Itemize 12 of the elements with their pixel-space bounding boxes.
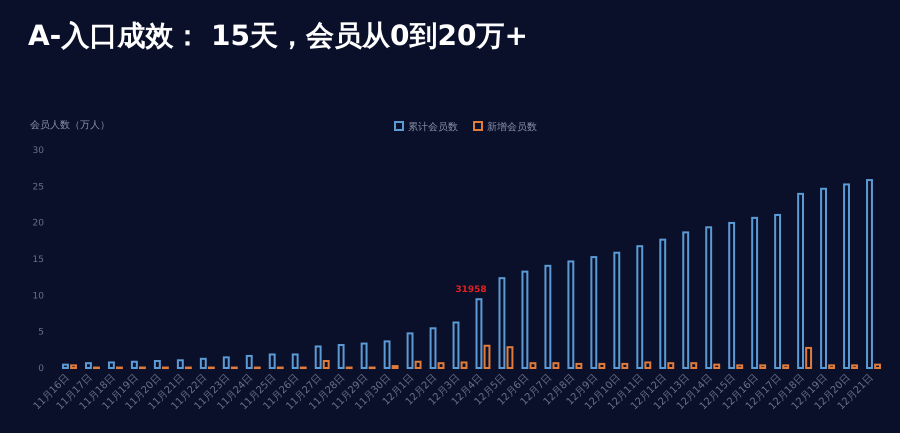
- y-tick-label: 25: [32, 182, 44, 192]
- y-axis-title: 会员人数（万人）: [30, 119, 110, 131]
- annotation: 31958: [455, 285, 487, 295]
- chart-title: A-入口成效： 15天，会员从0到20万+: [28, 19, 528, 52]
- legend-label: 累计会员数: [408, 121, 458, 133]
- y-tick-label: 15: [32, 255, 44, 265]
- y-tick-label: 10: [32, 291, 44, 302]
- y-tick-label: 20: [32, 218, 44, 229]
- y-tick-label: 0: [38, 364, 44, 374]
- y-tick-label: 5: [38, 328, 44, 338]
- y-tick-label: 30: [32, 146, 44, 156]
- legend-label: 新增会员数: [487, 121, 537, 133]
